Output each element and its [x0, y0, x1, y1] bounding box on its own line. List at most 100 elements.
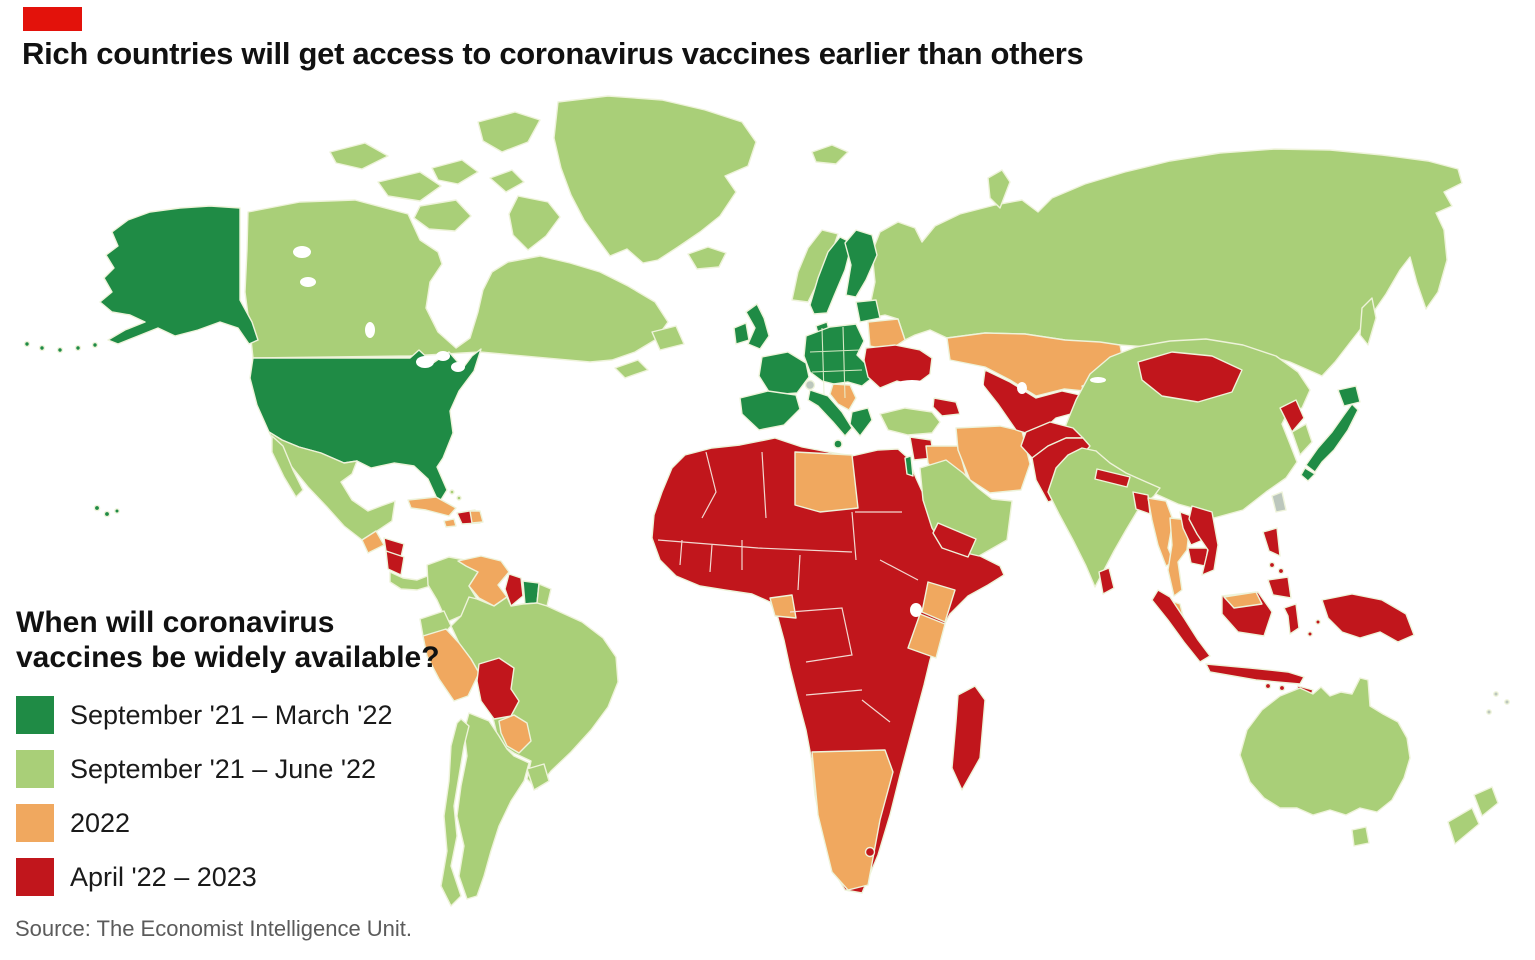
economist-accent-bar	[23, 7, 82, 31]
legend-label: April '22 – 2023	[70, 861, 257, 892]
legend-swatch-earliest	[16, 696, 54, 734]
region-turkey	[879, 407, 941, 436]
region-south-korea	[1291, 423, 1313, 456]
region-central-europe	[803, 323, 873, 387]
region-hawaii	[114, 508, 120, 514]
legend-label: 2022	[70, 807, 131, 838]
region-novaya-zemlya	[987, 169, 1011, 209]
legend-item: April '22 – 2023	[16, 855, 446, 899]
region-spain-portugal	[739, 390, 801, 431]
region-sri-lanka	[1098, 567, 1115, 595]
region-chile	[440, 718, 470, 907]
region-cuba	[407, 496, 457, 517]
black-sea	[887, 380, 937, 404]
region-libya	[794, 451, 859, 513]
europe-internal-borders	[809, 326, 863, 399]
legend-question: When will coronavirus vaccines be widely…	[16, 606, 440, 674]
legend-item: 2022	[16, 801, 446, 845]
region-usa	[249, 348, 482, 504]
region-maluku	[1307, 631, 1313, 637]
great-lakes	[416, 356, 434, 368]
region-norway	[791, 229, 839, 303]
legend-swatch-mid	[16, 804, 54, 842]
region-arctic-island	[489, 169, 525, 193]
region-baltic-states	[855, 299, 881, 323]
region-honshu	[1305, 403, 1359, 473]
region-svalbard	[811, 144, 849, 165]
region-nepal	[1094, 468, 1131, 488]
region-sumatra	[1151, 589, 1211, 663]
legend-label: September '21 – March '22	[70, 699, 393, 730]
region-vietnam	[1188, 505, 1219, 576]
region-hokkaido	[1337, 385, 1361, 407]
region-lesser-sunda	[1264, 682, 1272, 690]
region-iran	[955, 425, 1031, 494]
region-banks-island	[377, 171, 442, 202]
region-newfoundland	[651, 325, 685, 351]
legend-item: September '21 – March '22	[16, 693, 446, 737]
legend-item: September '21 – June '22	[16, 747, 446, 791]
region-kyushu	[1300, 467, 1316, 482]
region-balkans	[829, 383, 857, 411]
region-north-korea	[1279, 399, 1305, 433]
region-jamaica	[443, 518, 457, 528]
region-malaysia-borneo	[1223, 591, 1263, 609]
region-taiwan	[1271, 491, 1287, 513]
region-new-zealand-south	[1447, 807, 1480, 845]
region-sicily	[833, 439, 843, 449]
legend: When will coronavirus vaccines be widely…	[16, 606, 446, 899]
region-india	[1047, 447, 1161, 588]
legend-swatch-early	[16, 750, 54, 788]
region-lesser-sunda	[1278, 684, 1286, 692]
region-gabon	[769, 594, 797, 619]
legend-label: September '21 – June '22	[70, 753, 377, 784]
region-new-zealand-north	[1473, 786, 1499, 817]
region-tanzania	[907, 613, 946, 659]
region-guyana	[504, 573, 524, 607]
region-baffin-island	[508, 195, 561, 251]
region-dominican-republic	[469, 510, 484, 524]
africa-internal-borders	[657, 451, 919, 723]
region-iceland	[687, 246, 727, 270]
region-aleutians	[91, 341, 99, 349]
region-maluku	[1315, 619, 1321, 625]
lake-balkhash	[1090, 377, 1106, 383]
region-hawaii	[93, 504, 101, 512]
region-pacific-island	[1493, 691, 1499, 697]
region-visayas	[1268, 561, 1276, 569]
region-java	[1205, 663, 1305, 685]
region-greece	[849, 407, 873, 437]
region-ireland	[733, 322, 750, 345]
lake-victoria	[910, 603, 922, 617]
great-slave-lake	[300, 277, 316, 287]
great-lakes	[436, 351, 450, 361]
region-uruguay	[526, 763, 550, 791]
region-guatemala	[361, 530, 385, 554]
region-aleutians	[23, 340, 31, 348]
region-bangladesh	[1132, 491, 1151, 515]
region-australia	[1239, 677, 1411, 816]
region-new-guinea	[1321, 593, 1415, 643]
region-french-guiana	[536, 583, 552, 607]
region-aleutians	[38, 344, 46, 352]
region-luzon	[1262, 527, 1281, 557]
region-alaska	[99, 205, 259, 345]
region-peru	[422, 628, 480, 702]
region-nova-scotia	[614, 359, 649, 379]
source-note: Source: The Economist Intelligence Unit.	[15, 916, 413, 941]
region-pacific-island	[1486, 709, 1492, 715]
region-yemen	[932, 522, 977, 558]
region-kenya	[921, 581, 956, 623]
region-arctic-island	[329, 142, 389, 170]
region-arctic-island	[431, 159, 479, 185]
aral-sea	[1017, 382, 1027, 394]
region-lesotho	[864, 846, 876, 858]
legend-swatch-late	[16, 858, 54, 896]
region-france	[758, 351, 810, 396]
caspian-sea	[959, 376, 985, 424]
region-sakhalin	[1359, 297, 1377, 346]
region-bolivia	[476, 657, 520, 720]
region-aleutians	[74, 344, 82, 352]
